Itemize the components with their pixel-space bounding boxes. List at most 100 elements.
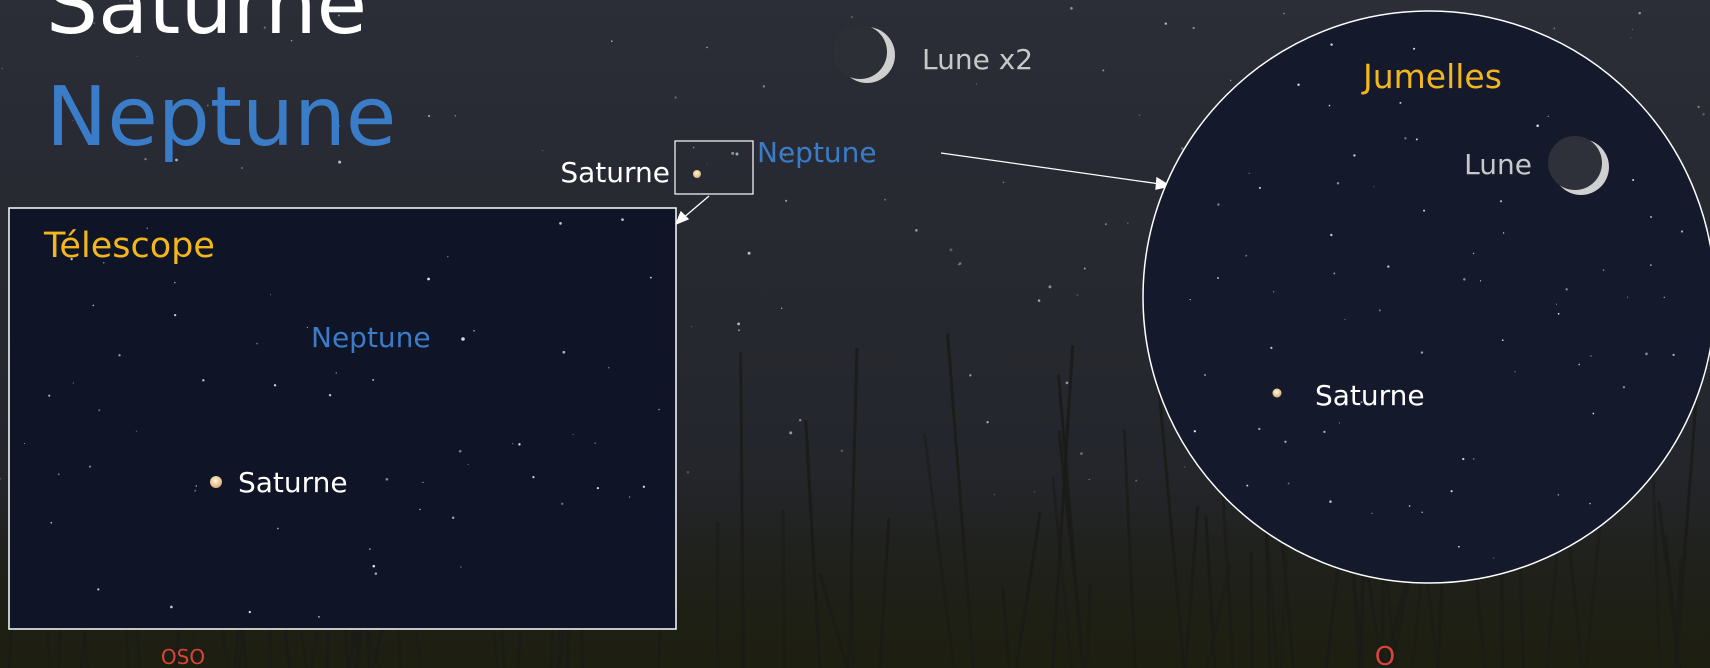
star (1258, 427, 1261, 431)
star (607, 366, 610, 369)
star (1258, 186, 1261, 189)
star (1450, 490, 1453, 493)
grass-blade (1057, 430, 1086, 668)
star (338, 14, 340, 17)
star (1589, 502, 1591, 505)
star (1189, 298, 1191, 301)
star (1333, 272, 1336, 275)
star (731, 151, 735, 155)
star (1463, 278, 1466, 281)
star (1065, 381, 1069, 385)
star (1547, 115, 1549, 117)
grass-blade (818, 573, 849, 668)
star (1565, 288, 1568, 291)
star (1270, 346, 1273, 349)
star (175, 158, 178, 162)
star (290, 39, 293, 42)
star (55, 88, 59, 92)
star (1645, 352, 1648, 356)
star (1555, 303, 1558, 305)
star (762, 85, 765, 88)
star (174, 313, 177, 317)
star (572, 433, 574, 435)
star (1413, 47, 1416, 50)
star (97, 588, 100, 591)
star (1193, 430, 1197, 433)
star (1033, 491, 1036, 493)
star (328, 394, 332, 397)
grass-blade (804, 420, 822, 668)
star (1184, 466, 1186, 468)
star (458, 449, 462, 453)
star (1697, 105, 1700, 108)
star (1557, 494, 1560, 496)
star (1246, 484, 1249, 487)
star (781, 307, 783, 309)
star (419, 508, 421, 511)
compass-o: O (1375, 642, 1395, 668)
binoculars-title: Jumelles (1361, 57, 1502, 96)
star (270, 294, 272, 296)
star (1421, 511, 1423, 514)
star (213, 26, 215, 28)
star (605, 178, 607, 180)
binoculars-moon (1548, 136, 1609, 195)
star (737, 322, 741, 326)
neptune-label: Neptune (757, 136, 877, 169)
star (385, 478, 389, 481)
star (986, 421, 989, 424)
star (335, 372, 337, 374)
star (1273, 291, 1275, 293)
star (1245, 254, 1248, 257)
star (1592, 412, 1595, 415)
title-saturne: Saturne (46, 0, 367, 53)
star (1423, 209, 1426, 212)
star (128, 0, 132, 2)
star (50, 521, 53, 524)
star (562, 350, 566, 354)
star (1048, 285, 1052, 289)
star (1338, 422, 1340, 424)
star (784, 154, 787, 157)
star (1638, 11, 1641, 15)
star (1557, 312, 1560, 315)
star (1323, 430, 1326, 434)
star (1404, 137, 1407, 140)
star (1203, 373, 1206, 376)
star (93, 22, 95, 24)
star (1138, 114, 1141, 116)
star (174, 281, 176, 284)
star (1553, 27, 1556, 30)
star (1650, 264, 1652, 266)
star (206, 104, 209, 107)
star (1344, 319, 1346, 321)
star (57, 473, 60, 476)
star (48, 394, 51, 397)
star (241, 167, 244, 169)
star (1462, 457, 1465, 461)
star (1284, 440, 1287, 443)
star (1104, 223, 1107, 226)
star (0, 478, 1, 480)
star (1037, 299, 1041, 302)
star (692, 146, 695, 149)
star (706, 46, 708, 49)
star (1083, 267, 1086, 270)
star (1230, 79, 1232, 82)
star (422, 481, 424, 483)
star (70, 257, 73, 261)
star (560, 502, 564, 506)
star (542, 150, 544, 152)
star (23, 442, 25, 444)
star (658, 408, 660, 411)
star (674, 96, 677, 99)
star (68, 255, 70, 257)
star (1371, 512, 1373, 514)
telescope-saturn-dot (210, 476, 222, 488)
star (146, 227, 148, 229)
star (1458, 545, 1460, 548)
star (1287, 482, 1290, 485)
grass-blade (922, 433, 956, 668)
star (256, 342, 258, 345)
